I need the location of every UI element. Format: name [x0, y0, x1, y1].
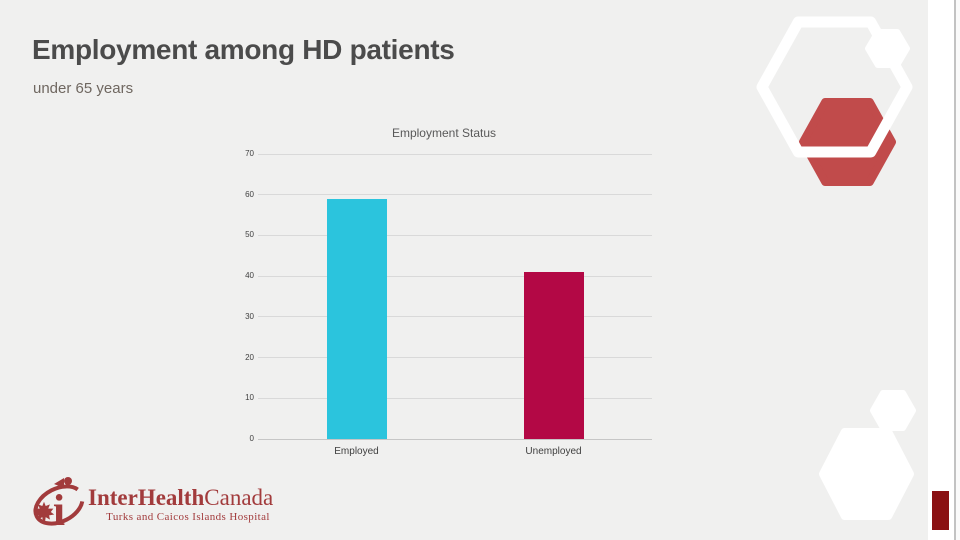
- hexagon-decoration-top-icon: [756, 16, 913, 186]
- y-gridline: [258, 153, 652, 155]
- y-gridline: [258, 357, 652, 359]
- y-axis-tick-label: 20: [245, 352, 254, 362]
- page-title: Employment among HD patients: [32, 34, 455, 65]
- y-gridline: [258, 234, 652, 236]
- right-side-band: [928, 0, 960, 540]
- logo-tagline: Turks and Caicos Islands Hospital: [106, 511, 270, 523]
- right-band-divider-line: [954, 0, 956, 540]
- y-axis-tick-label: 10: [245, 393, 254, 403]
- svg-text:i: i: [53, 486, 65, 535]
- small-white-hexagon-icon: [870, 390, 916, 431]
- y-axis-tick-label: 30: [245, 311, 254, 321]
- right-band-edge: [956, 0, 960, 540]
- y-gridline: [258, 275, 652, 277]
- bar-chart: Employment Status 70 60 50 40 30 20 10 0 Employe…: [236, 122, 652, 467]
- logo-orbit-i-maple-leaf-icon: i: [33, 477, 85, 535]
- logo-brand-bold: InterHealth: [88, 485, 205, 510]
- y-axis-tick-label: 50: [245, 230, 254, 240]
- bar-employed: [326, 198, 387, 439]
- corner-accent-rect: [932, 491, 949, 530]
- white-outline-hexagon-icon: [756, 16, 913, 158]
- x-axis-category-label: Unemployed: [525, 446, 582, 457]
- hexagon-decoration-bottom-icon: [819, 390, 916, 520]
- chart-title: Employment Status: [391, 126, 497, 140]
- logo-text-block: InterHealthCanada Turks and Caicos Islan…: [88, 486, 288, 524]
- y-axis-tick-label: 70: [245, 149, 254, 158]
- bar-unemployed: [523, 272, 584, 439]
- logo-brand-regular: Canada: [204, 485, 274, 510]
- y-axis-tick-label: 40: [245, 271, 254, 281]
- y-axis-tick-label: 0: [249, 434, 254, 443]
- x-axis-category-label: Employed: [334, 446, 379, 457]
- plot-area: 70 60 50 40 30 20 10 0 Employed Unemployed: [245, 150, 652, 457]
- x-axis-line: [258, 438, 652, 440]
- interhealth-canada-logo: i InterHealthCanada Turks and Caicos Isl…: [30, 472, 290, 536]
- logo-brand-name: InterHealthCanada: [88, 486, 288, 510]
- small-white-hexagon-icon: [865, 29, 910, 68]
- y-gridline: [258, 316, 652, 318]
- y-axis-tick-label: 60: [245, 189, 254, 199]
- large-white-hexagon-icon: [819, 428, 914, 520]
- red-hexagon-icon: [799, 98, 896, 186]
- y-gridline: [258, 397, 652, 399]
- page-subtitle: under 65 years: [33, 80, 134, 97]
- y-gridline: [258, 194, 652, 196]
